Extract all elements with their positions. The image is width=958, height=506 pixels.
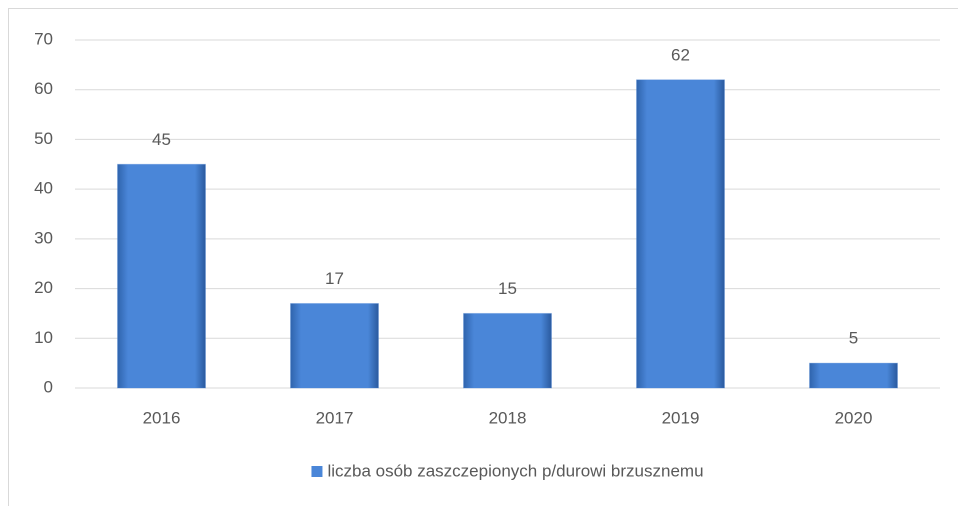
- x-tick-label: 2017: [316, 408, 354, 427]
- data-label: 15: [498, 279, 517, 298]
- bar: [290, 302, 379, 389]
- data-label: 5: [849, 329, 858, 348]
- y-tick-label: 30: [34, 228, 53, 247]
- y-tick-label: 20: [34, 278, 53, 297]
- legend-label: liczba osób zaszczepionych p/durowi brzu…: [327, 461, 703, 480]
- y-tick-label: 0: [44, 377, 53, 396]
- bar: [117, 163, 206, 389]
- x-tick-label: 2020: [835, 408, 873, 427]
- x-tick-label: 2019: [662, 408, 700, 427]
- y-tick-label: 10: [34, 328, 53, 347]
- y-tick-label: 70: [34, 29, 53, 48]
- data-label: 17: [325, 269, 344, 288]
- bar: [636, 79, 725, 389]
- bar: [809, 362, 898, 389]
- y-tick-label: 40: [34, 179, 53, 198]
- y-tick-label: 60: [34, 79, 53, 98]
- x-tick-label: 2016: [143, 408, 181, 427]
- legend-swatch: [311, 466, 323, 477]
- chart-border: [8, 8, 958, 506]
- x-tick-label: 2018: [489, 408, 527, 427]
- y-tick-label: 50: [34, 129, 53, 148]
- data-label: 45: [152, 130, 171, 149]
- data-label: 62: [671, 45, 690, 64]
- bar: [463, 312, 552, 389]
